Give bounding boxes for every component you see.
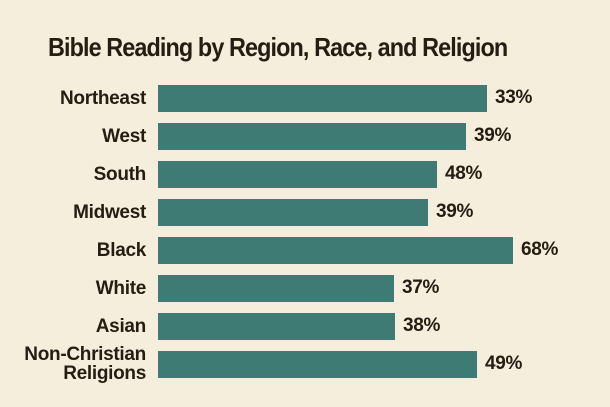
category-label: West (102, 125, 146, 147)
value-bar (158, 160, 437, 188)
bar-track: 48% (158, 155, 610, 193)
category-label: Black (96, 239, 147, 261)
value-bar (158, 122, 466, 150)
bar-row: White 37% (0, 269, 610, 307)
value-label: 48% (445, 163, 483, 184)
bar-track: 68% (158, 231, 610, 269)
bar-row: South 48% (0, 155, 610, 193)
bar-track: 37% (158, 269, 610, 307)
value-bar (158, 274, 394, 302)
bar-row: Asian 38% (0, 307, 610, 345)
category-label: Midwest (73, 201, 146, 223)
value-label: 49% (485, 353, 523, 374)
bar-row: West 39% (0, 117, 610, 155)
value-label: 37% (402, 277, 440, 298)
bar-row: Black 68% (0, 231, 610, 269)
value-bar (158, 236, 513, 264)
bar-track: 38% (158, 307, 610, 345)
category-label: South (93, 163, 147, 185)
value-bar (158, 350, 477, 378)
value-bar (158, 84, 487, 112)
bar-row: Northeast 33% (0, 79, 610, 117)
category-label: Northeast (60, 87, 146, 109)
value-label: 39% (474, 125, 512, 146)
value-bar (158, 312, 395, 340)
category-label: Asian (95, 315, 147, 337)
value-label: 39% (436, 201, 474, 222)
bar-chart-rows: Northeast 33% West 39% South 48% Midwest (0, 79, 610, 383)
value-label: 33% (495, 87, 533, 108)
value-label: 38% (403, 315, 441, 336)
category-label: White (95, 277, 147, 299)
bar-track: 39% (158, 193, 610, 231)
bar-track: 49% (158, 345, 610, 383)
bar-row: Non-Christian Religions 49% (0, 345, 610, 383)
bar-track: 33% (158, 79, 610, 117)
value-bar (158, 198, 428, 226)
category-label: Non-Christian Religions (24, 344, 146, 384)
bar-track: 39% (158, 117, 610, 155)
bar-row: Midwest 39% (0, 193, 610, 231)
value-label: 68% (521, 239, 559, 260)
chart-title: Bible Reading by Region, Race, and Relig… (48, 32, 508, 62)
